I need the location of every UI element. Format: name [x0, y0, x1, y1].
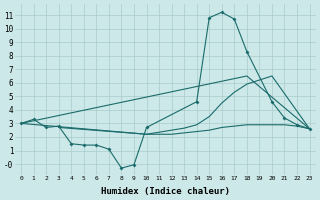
X-axis label: Humidex (Indice chaleur): Humidex (Indice chaleur): [101, 187, 230, 196]
